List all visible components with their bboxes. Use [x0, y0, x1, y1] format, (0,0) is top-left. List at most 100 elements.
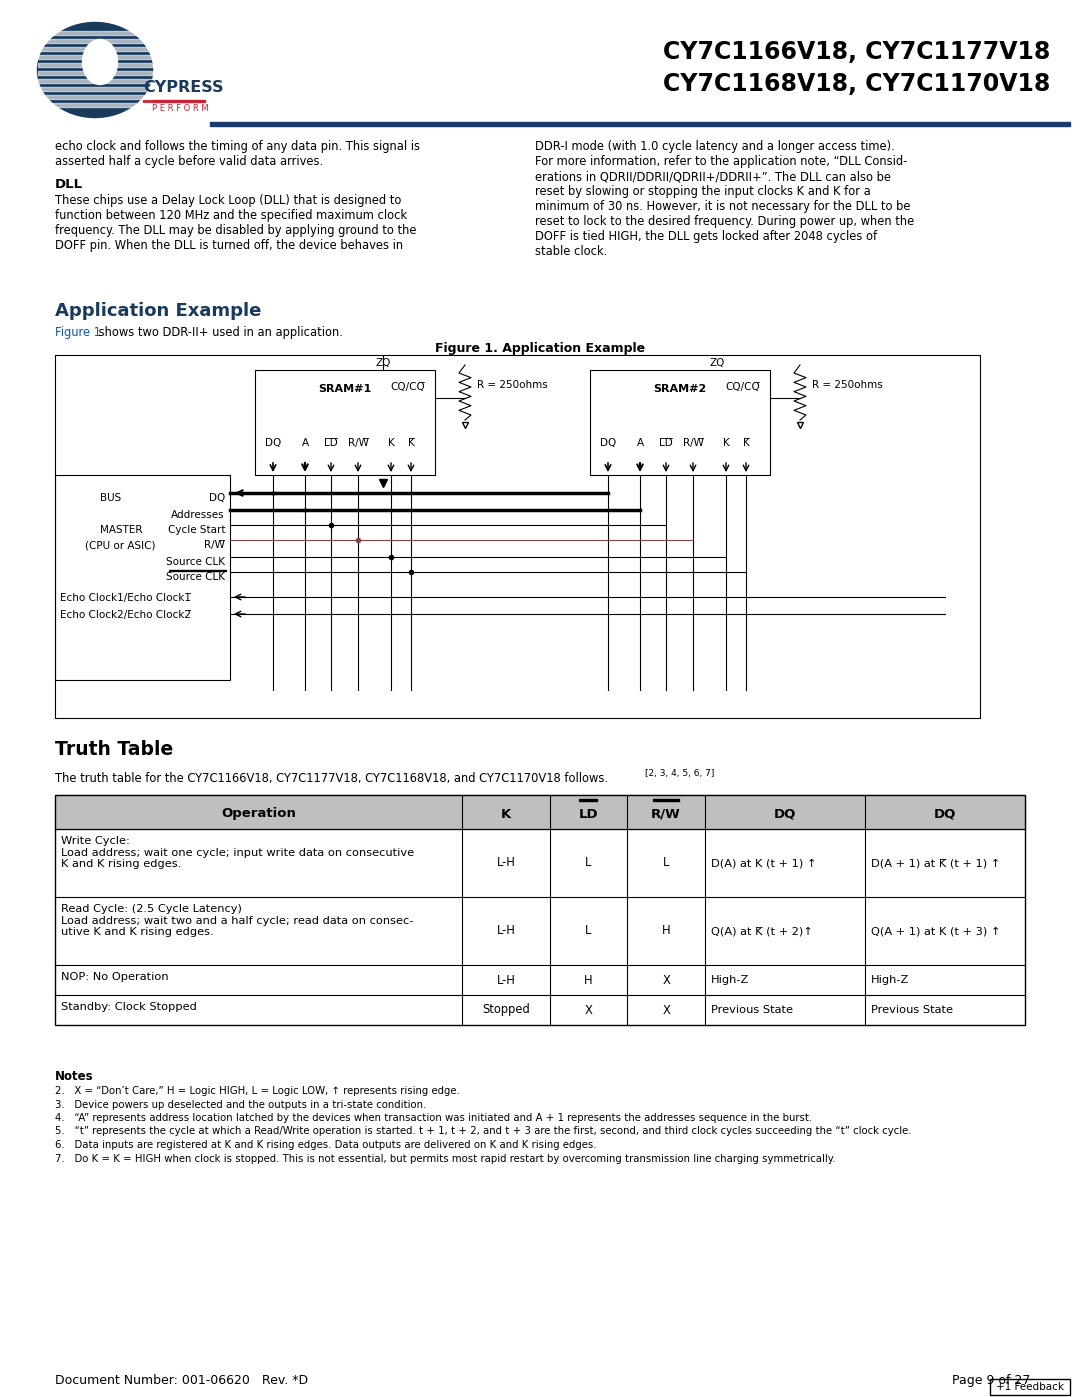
Text: These chips use a Delay Lock Loop (DLL) that is designed to
function between 120: These chips use a Delay Lock Loop (DLL) … [55, 194, 417, 251]
Text: High-Z: High-Z [711, 975, 750, 985]
Bar [38, 54, 152, 59]
Text: DQ: DQ [599, 439, 616, 448]
Text: Addresses: Addresses [172, 510, 225, 520]
Text: DLL: DLL [55, 177, 83, 191]
Text: R = 250ohms: R = 250ohms [477, 380, 548, 390]
Text: 4.   “A” represents address location latched by the devices when transaction was: 4. “A” represents address location latch… [55, 1113, 812, 1123]
Text: Stopped: Stopped [482, 1003, 530, 1017]
Text: DQ: DQ [934, 807, 956, 820]
Bar [55, 475, 230, 680]
Text: shows two DDR-II+ used in an application.: shows two DDR-II+ used in an application… [95, 326, 342, 339]
Text: R = 250ohms: R = 250ohms [812, 380, 882, 390]
Text: K̅: K̅ [743, 439, 750, 448]
Text: DDR-I mode (with 1.0 cycle latency and a longer access time).
For more informati: DDR-I mode (with 1.0 cycle latency and a… [535, 140, 915, 258]
Text: Source CLK: Source CLK [166, 571, 225, 583]
Bar [255, 370, 435, 475]
Text: L-H: L-H [497, 974, 515, 986]
Text: Notes: Notes [55, 1070, 94, 1083]
Text: R/W: R/W [651, 807, 681, 820]
Text: Standby: Clock Stopped: Standby: Clock Stopped [60, 1002, 197, 1011]
Text: A: A [301, 439, 309, 448]
Text: The truth table for the CY7C1166V18, CY7C1177V18, CY7C1168V18, and CY7C1170V18 f: The truth table for the CY7C1166V18, CY7… [55, 773, 608, 785]
Bar [38, 87, 152, 91]
Text: DQ: DQ [208, 493, 225, 503]
Text: 7.   Do K = K = HIGH when clock is stopped. This is not essential, but permits m: 7. Do K = K = HIGH when clock is stopped… [55, 1154, 836, 1164]
Text: L̅D̅: L̅D̅ [659, 439, 673, 448]
Text: CY7C1166V18, CY7C1177V18: CY7C1166V18, CY7C1177V18 [663, 41, 1050, 64]
Text: CYPRESS: CYPRESS [143, 80, 224, 95]
Text: Echo Clock1/Echo Clock1̅: Echo Clock1/Echo Clock1̅ [60, 592, 191, 604]
Bar [55, 355, 980, 718]
Text: H: H [584, 974, 593, 986]
Text: 6.   Data inputs are registered at K and K rising edges. Data outputs are delive: 6. Data inputs are registered at K and K… [55, 1140, 596, 1150]
Bar [990, 1379, 1070, 1396]
Bar [38, 47, 152, 52]
Text: D(A) at K (t + 1) ↑: D(A) at K (t + 1) ↑ [711, 858, 816, 868]
Bar [210, 122, 1070, 126]
Text: R/W̅: R/W̅ [348, 439, 368, 448]
Text: Application Example: Application Example [55, 302, 261, 320]
Text: NOP: No Operation: NOP: No Operation [60, 972, 168, 982]
Text: Figure 1: Figure 1 [55, 326, 102, 339]
Text: ZQ: ZQ [375, 358, 390, 367]
Text: K̅: K̅ [407, 439, 415, 448]
Bar [38, 80, 152, 82]
Bar [38, 71, 152, 75]
Text: Echo Clock2/Echo Clock2̅: Echo Clock2/Echo Clock2̅ [60, 610, 191, 620]
Text: R/W̅: R/W̅ [683, 439, 703, 448]
Bar [38, 95, 152, 99]
Text: K: K [723, 439, 729, 448]
Text: X: X [662, 974, 670, 986]
Text: Operation: Operation [221, 807, 296, 820]
Text: X: X [584, 1003, 593, 1017]
Text: Q(A + 1) at K (t + 3) ↑: Q(A + 1) at K (t + 3) ↑ [870, 926, 1000, 936]
Text: LD: LD [579, 807, 598, 820]
Text: X: X [662, 1003, 670, 1017]
Text: Read Cycle: (2.5 Cycle Latency)
Load address; wait two and a half cycle; read da: Read Cycle: (2.5 Cycle Latency) Load add… [60, 904, 414, 937]
Bar [590, 370, 770, 475]
Bar [38, 103, 152, 108]
Text: 2.   X = “Don’t Care,” H = Logic HIGH, L = Logic LOW, ↑ represents rising edge.: 2. X = “Don’t Care,” H = Logic HIGH, L =… [55, 1085, 460, 1097]
Text: L: L [585, 925, 592, 937]
Bar [653, 799, 679, 800]
Text: DQ: DQ [265, 439, 281, 448]
Bar [580, 799, 597, 800]
Text: L: L [663, 856, 670, 869]
Text: D(A + 1) at K̅ (t + 1) ↑: D(A + 1) at K̅ (t + 1) ↑ [870, 858, 1000, 868]
Bar [55, 795, 1025, 1025]
Text: A: A [636, 439, 644, 448]
Text: Truth Table: Truth Table [55, 740, 173, 759]
Text: K: K [388, 439, 394, 448]
Text: DQ: DQ [773, 807, 796, 820]
Text: H: H [662, 925, 671, 937]
Text: MASTER: MASTER [100, 525, 143, 535]
Bar [38, 39, 152, 43]
Bar [38, 63, 152, 67]
Text: L: L [585, 856, 592, 869]
Text: (CPU or ASIC): (CPU or ASIC) [85, 541, 156, 550]
Text: Page 9 of 27: Page 9 of 27 [951, 1375, 1030, 1387]
Text: [2, 3, 4, 5, 6, 7]: [2, 3, 4, 5, 6, 7] [645, 768, 714, 778]
Text: Q(A) at K̅ (t + 2)↑: Q(A) at K̅ (t + 2)↑ [711, 926, 812, 936]
Text: Document Number: 001-06620   Rev. *D: Document Number: 001-06620 Rev. *D [55, 1375, 308, 1387]
Text: 3.   Device powers up deselected and the outputs in a tri-state condition.: 3. Device powers up deselected and the o… [55, 1099, 427, 1109]
Text: CQ/CQ̅: CQ/CQ̅ [390, 381, 424, 393]
Text: High-Z: High-Z [870, 975, 909, 985]
Text: Write Cycle:
Load address; wait one cycle; input write data on consecutive
K and: Write Cycle: Load address; wait one cycl… [60, 835, 414, 869]
Text: CY7C1168V18, CY7C1170V18: CY7C1168V18, CY7C1170V18 [663, 73, 1050, 96]
Text: 5.   “t” represents the cycle at which a Read/Write operation is started. t + 1,: 5. “t” represents the cycle at which a R… [55, 1126, 912, 1137]
Text: K: K [501, 807, 511, 820]
Text: echo clock and follows the timing of any data pin. This signal is
asserted half : echo clock and follows the timing of any… [55, 140, 420, 168]
Text: L-H: L-H [497, 856, 515, 869]
Text: P E R F O R M: P E R F O R M [152, 103, 208, 113]
Text: Source CLK: Source CLK [166, 557, 225, 567]
Text: CQ/CQ̅: CQ/CQ̅ [725, 381, 759, 393]
Text: Cycle Start: Cycle Start [167, 525, 225, 535]
Text: Previous State: Previous State [711, 1004, 793, 1016]
Bar [38, 31, 152, 35]
Text: R/W̅: R/W̅ [204, 541, 225, 550]
Text: ZQ: ZQ [710, 358, 726, 367]
Bar [143, 101, 205, 102]
Text: Previous State: Previous State [870, 1004, 953, 1016]
Text: SRAM#1: SRAM#1 [319, 384, 372, 394]
